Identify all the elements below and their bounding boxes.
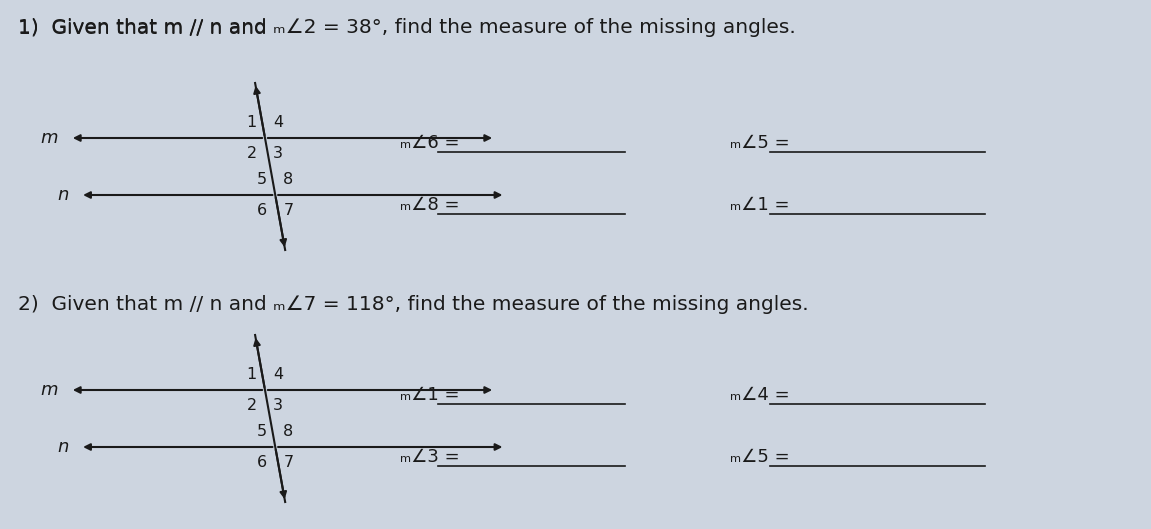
Text: 4: 4 (273, 367, 283, 382)
Text: 8: 8 (283, 424, 294, 439)
Text: 2)  Given that m // n and ₘ∠7 = 118°, find the measure of the missing angles.: 2) Given that m // n and ₘ∠7 = 118°, fin… (18, 295, 809, 314)
Text: n: n (56, 438, 68, 456)
Text: n: n (56, 186, 68, 204)
Text: 2: 2 (246, 146, 257, 161)
Text: ₘ∠5 =: ₘ∠5 = (730, 448, 790, 466)
Text: ₘ∠4 =: ₘ∠4 = (730, 386, 790, 404)
Text: m: m (40, 129, 58, 147)
Text: 4: 4 (273, 115, 283, 130)
Text: 1)  Given that m // n and: 1) Given that m // n and (18, 18, 273, 37)
Text: ₘ∠8 =: ₘ∠8 = (401, 196, 459, 214)
Text: ₘ∠5 =: ₘ∠5 = (730, 134, 790, 152)
Text: 7: 7 (283, 455, 294, 470)
Text: ₘ∠1 =: ₘ∠1 = (730, 196, 790, 214)
Text: 7: 7 (283, 203, 294, 218)
Text: ₘ∠6 =: ₘ∠6 = (401, 134, 459, 152)
Text: 3: 3 (273, 398, 283, 413)
Text: 8: 8 (283, 172, 294, 187)
Text: 3: 3 (273, 146, 283, 161)
Text: 6: 6 (257, 203, 267, 218)
Text: 1: 1 (246, 367, 257, 382)
Text: 1: 1 (246, 115, 257, 130)
Text: 5: 5 (257, 424, 267, 439)
Text: ₘ∠3 =: ₘ∠3 = (401, 448, 459, 466)
Text: 5: 5 (257, 172, 267, 187)
Text: 1)  Given that m // n and ₘ∠2 = 38°, find the measure of the missing angles.: 1) Given that m // n and ₘ∠2 = 38°, find… (18, 18, 795, 37)
Text: 2: 2 (246, 398, 257, 413)
Text: ₘ∠1 =: ₘ∠1 = (401, 386, 459, 404)
Text: 6: 6 (257, 455, 267, 470)
Text: m: m (40, 381, 58, 399)
